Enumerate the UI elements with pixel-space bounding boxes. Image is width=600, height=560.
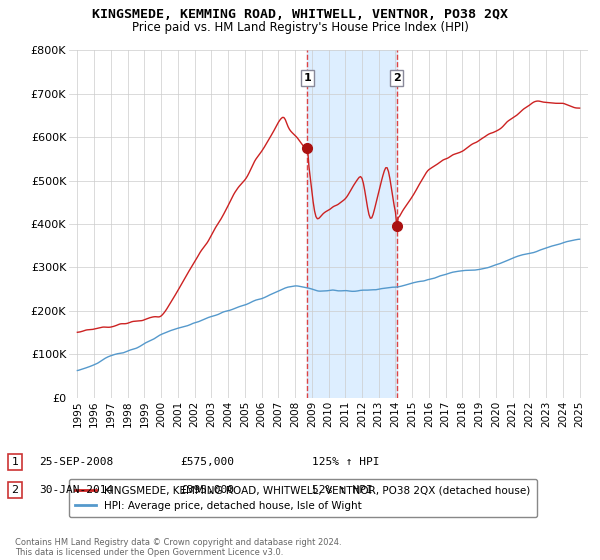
Text: 1: 1 [304, 73, 311, 83]
Text: 2: 2 [11, 485, 19, 495]
Text: £575,000: £575,000 [180, 457, 234, 467]
Text: 1: 1 [11, 457, 19, 467]
Text: 52% ↑ HPI: 52% ↑ HPI [312, 485, 373, 495]
Text: 125% ↑ HPI: 125% ↑ HPI [312, 457, 380, 467]
Text: 2: 2 [393, 73, 401, 83]
Text: 30-JAN-2014: 30-JAN-2014 [39, 485, 113, 495]
Legend: KINGSMEDE, KEMMING ROAD, WHITWELL, VENTNOR, PO38 2QX (detached house), HPI: Aver: KINGSMEDE, KEMMING ROAD, WHITWELL, VENTN… [69, 479, 537, 517]
Bar [307, 50, 397, 398]
Text: KINGSMEDE, KEMMING ROAD, WHITWELL, VENTNOR, PO38 2QX: KINGSMEDE, KEMMING ROAD, WHITWELL, VENTN… [92, 8, 508, 21]
Text: Price paid vs. HM Land Registry's House Price Index (HPI): Price paid vs. HM Land Registry's House … [131, 21, 469, 34]
Text: 25-SEP-2008: 25-SEP-2008 [39, 457, 113, 467]
Text: £395,000: £395,000 [180, 485, 234, 495]
Text: Contains HM Land Registry data © Crown copyright and database right 2024.
This d: Contains HM Land Registry data © Crown c… [15, 538, 341, 557]
